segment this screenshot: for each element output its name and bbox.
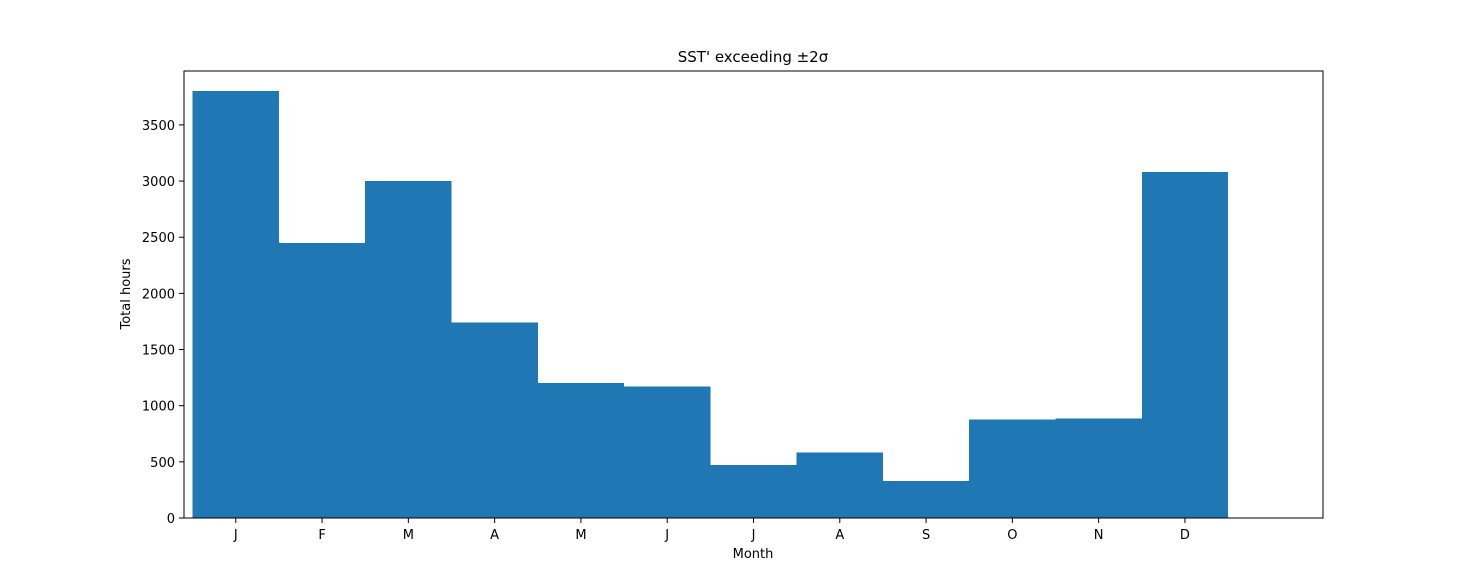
bar-11 (1055, 418, 1142, 518)
x-tick-label: S (922, 528, 930, 543)
x-tick-label: F (318, 528, 325, 543)
x-tick-label: M (403, 528, 414, 543)
chart-title: SST' exceeding ±2σ (678, 48, 829, 66)
bar-5 (537, 383, 625, 518)
bar-4 (451, 322, 538, 518)
x-tick-label: A (490, 528, 499, 543)
bar-10 (969, 419, 1056, 518)
bar-8 (796, 452, 883, 518)
bar-1 (192, 91, 279, 519)
bar-7 (710, 465, 797, 518)
y-tick-label: 2500 (142, 231, 175, 246)
x-tick-label: N (1094, 528, 1104, 543)
x-tick-label: M (575, 528, 586, 543)
bar-12 (1141, 172, 1229, 519)
y-axis-label: Total hours (119, 258, 134, 330)
y-tick-label: 1000 (142, 400, 175, 415)
x-tick-label: J (751, 528, 756, 543)
x-tick-label: J (233, 528, 238, 543)
y-tick-label: 500 (150, 456, 175, 471)
x-axis-label: Month (733, 547, 774, 562)
bar-3 (365, 181, 452, 519)
x-tick-label: O (1007, 528, 1017, 543)
y-tick-label: 3000 (142, 175, 175, 190)
y-tick-label: 2000 (142, 287, 175, 302)
y-tick-label: 3500 (142, 119, 175, 134)
bar-6 (624, 386, 711, 518)
y-tick-label: 1500 (142, 344, 175, 359)
x-tick-label: A (835, 528, 844, 543)
plot-area: J F M A M J J A S O N D 0 500 1000 1500 2000 2500 3000 3500 (142, 70, 1324, 543)
bar-2 (278, 242, 366, 519)
bar-9 (882, 480, 970, 518)
y-tick-label: 0 (167, 512, 175, 527)
x-tick-label: J (664, 528, 669, 543)
x-tick-label: D (1180, 528, 1190, 543)
